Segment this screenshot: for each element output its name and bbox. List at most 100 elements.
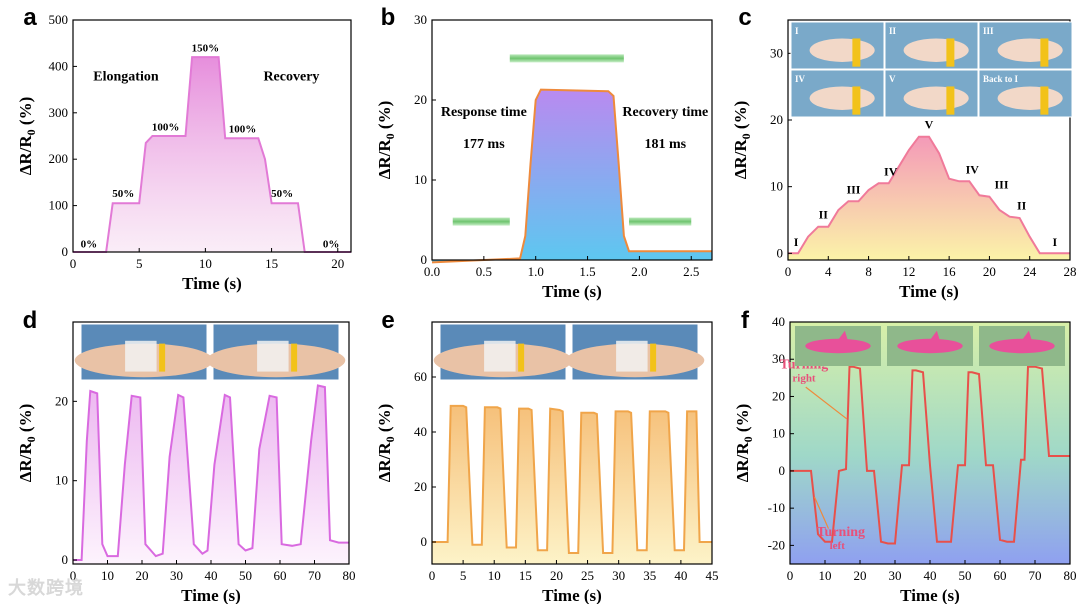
y-axis-label: ΔR/R0 (%)	[731, 101, 753, 180]
x-tick-label: 70	[308, 568, 321, 583]
clip-shape	[1040, 38, 1049, 67]
y-tick-label: 40	[772, 314, 785, 329]
x-tick-label: 0	[70, 568, 77, 583]
x-tick-label: 10	[819, 568, 832, 583]
inset-label: III	[983, 26, 994, 36]
x-tick-label: 10	[199, 256, 212, 271]
y-tick-label: 20	[55, 393, 68, 408]
annotation: Elongation	[93, 69, 159, 84]
annotation: Response time	[441, 105, 527, 120]
panel-b: 0.0 0.5 1.0 1.5 2.0 2.5 0 10 20 30 Time (s) ΔR/R0 (…	[375, 4, 713, 301]
clip-shape	[291, 343, 298, 372]
panel-letter: e	[381, 307, 394, 334]
x-tick-label: 40	[674, 568, 687, 583]
clip-shape	[852, 38, 861, 67]
y-tick-label: 10	[770, 179, 783, 194]
inset-label: V	[889, 74, 896, 84]
annotation: 0%	[81, 238, 98, 250]
shark-body	[897, 338, 963, 354]
x-tick-label: 30	[889, 568, 902, 583]
panel-d: 0 10 20 30 40 50 60 70 80 0 10 20 Time (s) ΔR/R0 (%) d	[16, 307, 356, 604]
x-tick-label: 1.5	[579, 264, 595, 279]
annotation: 181 ms	[645, 137, 687, 152]
stage-label: III	[846, 182, 860, 196]
x-tick-label: 0.5	[476, 264, 492, 279]
y-axis-label: ΔR/R0 (%)	[16, 97, 38, 176]
y-tick-label: 20	[772, 388, 785, 403]
x-tick-label: 4	[825, 264, 832, 279]
annotation: 50%	[112, 188, 134, 200]
y-tick-label: 0	[62, 552, 69, 567]
annotation: 100%	[152, 121, 180, 133]
x-tick-label: 20	[854, 568, 867, 583]
y-tick-label: 0	[777, 245, 784, 260]
finger-shape	[809, 86, 875, 110]
annotation: 0%	[323, 238, 340, 250]
x-tick-label: 60	[274, 568, 287, 583]
y-tick-label: 20	[414, 479, 427, 494]
y-tick-label: -10	[768, 500, 785, 515]
annotation: 50%	[271, 188, 293, 200]
x-tick-label: 10	[101, 568, 114, 583]
x-tick-label: 25	[581, 568, 594, 583]
x-tick-label: 0	[429, 568, 436, 583]
y-axis-label: ΔR/R0 (%)	[733, 404, 755, 483]
shark-body	[805, 338, 871, 354]
annotation: 177 ms	[463, 137, 505, 152]
panel-e: 0 5 10 15 20 25 30 35 40 45 0 20 40 60 Time (s) ΔR/R0 (…	[375, 307, 719, 604]
x-tick-label: 0	[785, 264, 792, 279]
y-tick-label: 40	[414, 424, 427, 439]
clip-shape	[518, 343, 525, 372]
finger-shape	[997, 38, 1063, 62]
timing-bar	[629, 217, 692, 226]
shark-fin	[838, 330, 849, 342]
clip-shape	[650, 343, 657, 372]
y-axis-label: ΔR/R0 (%)	[375, 404, 397, 483]
y-tick-label: 10	[414, 172, 427, 187]
tape-shape	[125, 340, 157, 372]
x-tick-label: 20	[983, 264, 996, 279]
x-tick-label: 24	[1023, 264, 1037, 279]
clip-shape	[946, 38, 955, 67]
x-tick-label: 45	[706, 568, 719, 583]
stage-label: II	[819, 208, 829, 222]
timing-bar	[452, 217, 510, 226]
annotation: Turning	[816, 525, 865, 540]
x-tick-label: 5	[460, 568, 467, 583]
x-tick-label: 2.0	[631, 264, 647, 279]
x-tick-label: 10	[488, 568, 501, 583]
x-tick-label: 0	[787, 568, 794, 583]
panel-letter: b	[381, 4, 396, 31]
panel-f: 0 10 20 30 40 50 60 70 80 -20 -10 0 10 20 30 40 Time (s)…	[733, 307, 1077, 604]
x-tick-label: 20	[331, 256, 344, 271]
y-tick-label: 300	[49, 105, 69, 120]
x-tick-label: 70	[1029, 568, 1042, 583]
annotation: Recovery	[263, 69, 319, 84]
y-tick-label: 20	[414, 92, 427, 107]
panel-letter: a	[23, 4, 37, 31]
y-tick-label: -20	[768, 537, 785, 552]
y-tick-label: 60	[414, 369, 427, 384]
timing-bar	[509, 54, 624, 63]
y-axis-label: ΔR/R0 (%)	[16, 404, 38, 483]
arrow-right	[805, 386, 848, 420]
x-tick-label: 40	[205, 568, 218, 583]
finger-shape	[903, 38, 969, 62]
x-tick-label: 35	[643, 568, 656, 583]
inset-label: Back to I	[983, 74, 1019, 84]
series-line	[790, 365, 1070, 545]
finger-shape	[997, 86, 1063, 110]
shark-fin	[930, 330, 941, 342]
y-axis-label: ΔR/R0 (%)	[375, 101, 397, 180]
finger-shape	[809, 38, 875, 62]
x-tick-label: 30	[170, 568, 183, 583]
stage-label: V	[925, 118, 934, 132]
x-tick-label: 5	[136, 256, 143, 271]
series-line	[788, 135, 1070, 255]
finger-shape	[903, 86, 969, 110]
y-tick-label: 30	[414, 12, 427, 27]
y-tick-label: 0	[421, 252, 428, 267]
x-tick-label: 80	[343, 568, 356, 583]
